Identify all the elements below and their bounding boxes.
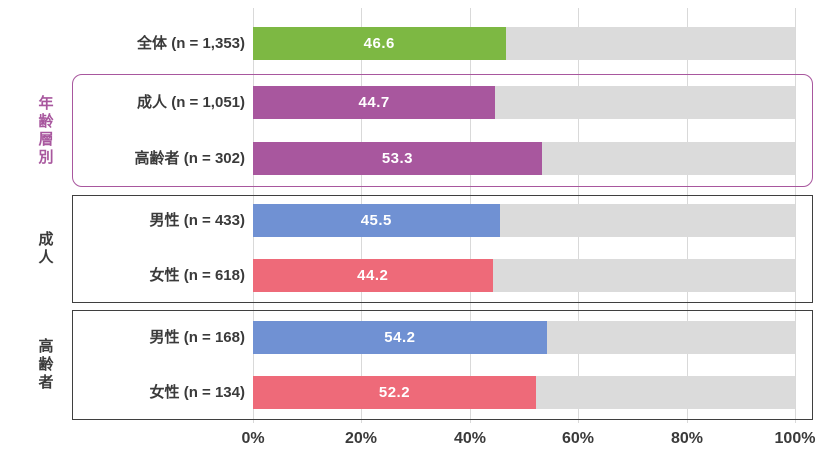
row-label: 成人 (n = 1,051)	[137, 94, 245, 111]
gridline-100	[795, 8, 796, 423]
group-label-text: 成人	[36, 231, 54, 267]
bar-value: 52.2	[378, 384, 411, 401]
bar-track: 44.2	[253, 259, 795, 292]
bar-fill: 44.7	[253, 86, 496, 119]
bar-row-elderly-female: 女性 (n = 134) 52.2	[0, 376, 840, 409]
bar-fill: 46.6	[253, 27, 506, 60]
group-label-text: 高齢者	[36, 338, 54, 392]
row-label: 高齢者 (n = 302)	[134, 150, 245, 167]
bar-row-adult-female: 女性 (n = 618) 44.2	[0, 259, 840, 292]
bar-fill: 45.5	[253, 204, 500, 237]
group-label-text: 年齢層別	[36, 94, 54, 167]
bar-value: 53.3	[381, 150, 414, 167]
bar-value: 46.6	[363, 35, 395, 52]
x-axis-tick: 60%	[561, 430, 595, 447]
row-label: 男性 (n = 433)	[149, 212, 245, 229]
bar-track: 53.3	[253, 142, 795, 175]
bar-fill: 52.2	[253, 376, 536, 409]
bar-fill: 53.3	[253, 142, 542, 175]
x-axis-tick: 40%	[453, 430, 487, 447]
bar-value: 44.7	[358, 94, 390, 111]
bar-row-elderly-male: 男性 (n = 168) 54.2	[0, 321, 840, 354]
group-label-age-breakdown: 年齢層別	[32, 74, 58, 187]
bar-track: 52.2	[253, 376, 795, 409]
bar-track: 45.5	[253, 204, 795, 237]
x-axis-tick: 100%	[774, 430, 816, 447]
bar-row-adult-male: 男性 (n = 433) 45.5	[0, 204, 840, 237]
row-label: 男性 (n = 168)	[149, 329, 245, 346]
group-label-elderly: 高齢者	[32, 310, 58, 420]
bar-fill: 44.2	[253, 259, 493, 292]
row-label: 女性 (n = 134)	[149, 384, 245, 401]
row-label: 女性 (n = 618)	[149, 267, 245, 284]
bar-row-elderly: 高齢者 (n = 302) 53.3	[0, 142, 840, 175]
bar-track: 54.2	[253, 321, 795, 354]
group-label-adults: 成人	[32, 195, 58, 303]
x-axis-tick: 80%	[670, 430, 704, 447]
row-label: 全体 (n = 1,353)	[137, 35, 245, 52]
bar-fill: 54.2	[253, 321, 547, 354]
bar-value: 54.2	[384, 329, 416, 346]
bar-track: 44.7	[253, 86, 795, 119]
bar-value: 44.2	[357, 267, 389, 284]
x-axis-tick: 0%	[241, 430, 265, 447]
bar-value: 45.5	[360, 212, 392, 229]
x-axis-tick: 20%	[344, 430, 378, 447]
bar-row-total: 全体 (n = 1,353) 46.6	[0, 27, 840, 60]
bar-track: 46.6	[253, 27, 795, 60]
bar-row-adults: 成人 (n = 1,051) 44.7	[0, 86, 840, 119]
